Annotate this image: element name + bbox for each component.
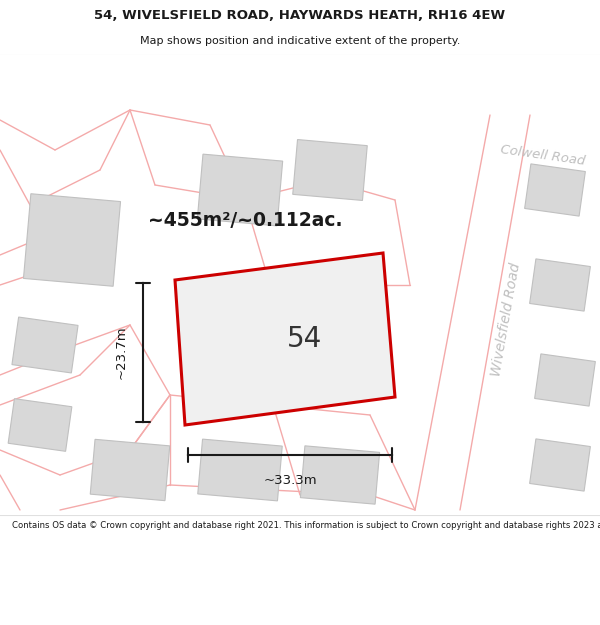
Polygon shape bbox=[530, 259, 590, 311]
Polygon shape bbox=[198, 439, 282, 501]
Polygon shape bbox=[301, 446, 380, 504]
Text: ~23.7m: ~23.7m bbox=[115, 326, 128, 379]
Text: Wivelsfield Road: Wivelsfield Road bbox=[489, 262, 523, 378]
Polygon shape bbox=[524, 164, 586, 216]
Polygon shape bbox=[237, 326, 343, 404]
Polygon shape bbox=[12, 317, 78, 373]
Text: 54, WIVELSFIELD ROAD, HAYWARDS HEATH, RH16 4EW: 54, WIVELSFIELD ROAD, HAYWARDS HEATH, RH… bbox=[94, 9, 506, 22]
Polygon shape bbox=[90, 439, 170, 501]
Polygon shape bbox=[175, 253, 395, 425]
Text: Map shows position and indicative extent of the property.: Map shows position and indicative extent… bbox=[140, 36, 460, 46]
Text: ~455m²/~0.112ac.: ~455m²/~0.112ac. bbox=[148, 211, 342, 229]
Text: Colwell Road: Colwell Road bbox=[500, 142, 586, 168]
Text: Contains OS data © Crown copyright and database right 2021. This information is : Contains OS data © Crown copyright and d… bbox=[12, 521, 600, 529]
Polygon shape bbox=[23, 194, 121, 286]
Polygon shape bbox=[293, 139, 367, 201]
Text: ~33.3m: ~33.3m bbox=[263, 474, 317, 486]
Text: 54: 54 bbox=[287, 325, 322, 352]
Polygon shape bbox=[8, 399, 72, 451]
Polygon shape bbox=[530, 439, 590, 491]
Polygon shape bbox=[197, 154, 283, 226]
Polygon shape bbox=[535, 354, 595, 406]
